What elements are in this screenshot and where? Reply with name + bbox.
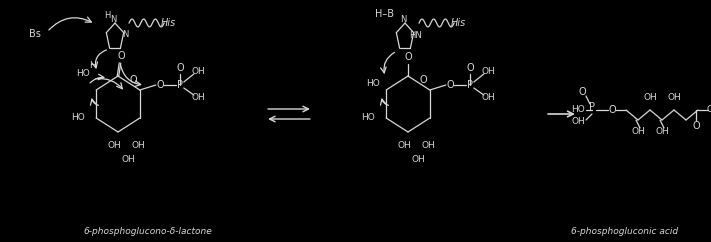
Text: HN: HN (410, 31, 422, 40)
Text: OH: OH (655, 128, 669, 136)
Text: O: O (130, 75, 137, 85)
Text: OH: OH (192, 93, 205, 103)
Text: OH: OH (571, 118, 585, 127)
Text: OH: OH (421, 142, 435, 151)
Text: O: O (404, 52, 412, 62)
Text: Bs: Bs (29, 29, 41, 39)
Text: P: P (467, 80, 473, 90)
Text: OH: OH (192, 68, 205, 76)
Text: OH: OH (131, 142, 145, 151)
Text: OH: OH (667, 93, 681, 103)
Text: OH: OH (482, 68, 496, 76)
Text: H: H (90, 60, 97, 69)
Text: HO: HO (76, 69, 90, 78)
Text: OH: OH (411, 156, 425, 165)
Text: O: O (578, 87, 586, 97)
Text: N: N (400, 15, 406, 23)
Text: N: N (109, 15, 116, 23)
Text: P: P (177, 80, 183, 90)
Text: O: O (446, 80, 454, 90)
Text: N: N (122, 30, 129, 39)
Text: HO: HO (71, 113, 85, 122)
Text: OH: OH (706, 106, 711, 114)
Text: OH: OH (107, 142, 121, 151)
Text: O: O (693, 121, 700, 131)
Text: O: O (117, 51, 125, 61)
Text: O: O (176, 63, 183, 73)
Text: HO: HO (366, 80, 380, 89)
Text: 6-phosphoglucono-δ-lactone: 6-phosphoglucono-δ-lactone (83, 227, 212, 236)
Text: H: H (104, 10, 110, 20)
Text: P: P (589, 102, 595, 112)
Text: H–B: H–B (375, 9, 395, 19)
Text: His: His (451, 18, 466, 28)
Text: OH: OH (643, 93, 657, 103)
Text: O: O (608, 105, 616, 115)
Text: 6-phosphogluconic acid: 6-phosphogluconic acid (572, 227, 678, 236)
Text: His: His (161, 18, 176, 28)
Text: OH: OH (121, 156, 135, 165)
Text: O: O (156, 80, 164, 90)
Text: HO: HO (361, 113, 375, 122)
Text: OH: OH (631, 128, 645, 136)
Text: O: O (466, 63, 474, 73)
Text: O: O (419, 75, 427, 85)
Text: OH: OH (482, 93, 496, 103)
Text: OH: OH (397, 142, 411, 151)
Text: HO: HO (571, 106, 585, 114)
